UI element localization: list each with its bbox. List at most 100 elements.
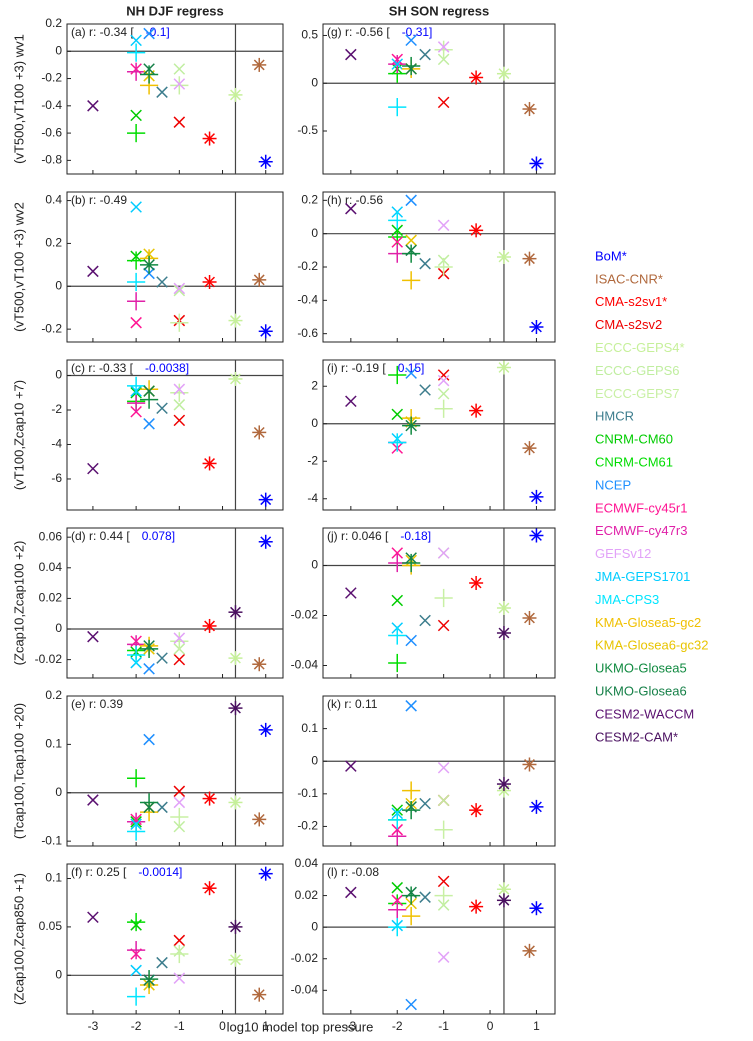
- marker-stroke: [405, 998, 417, 1011]
- y-tick-label: 0.2: [45, 688, 62, 702]
- y-tick-label: -0.4: [41, 98, 62, 112]
- marker-stroke: [156, 956, 168, 969]
- data-point: [388, 98, 407, 117]
- data-point: [202, 275, 217, 289]
- y-tick-label: -0.02: [291, 951, 319, 965]
- data-point: [143, 259, 155, 271]
- marker-stroke: [345, 48, 357, 61]
- column-title: SH SON regress: [389, 3, 489, 18]
- data-point: [469, 223, 484, 238]
- data-point: [143, 418, 155, 430]
- marker-stroke: [143, 259, 155, 271]
- data-point: [170, 383, 189, 402]
- data-point: [127, 941, 146, 960]
- marker-stroke: [405, 34, 417, 47]
- legend-entry: BoM*: [595, 248, 627, 263]
- data-point: [130, 109, 142, 122]
- data-point: [127, 62, 146, 81]
- data-point: [402, 553, 421, 573]
- data-point: [405, 194, 417, 207]
- data-point: [156, 276, 168, 288]
- marker-stroke: [143, 63, 155, 75]
- y-axis-label: (vT500,vT100 +3) wv1: [11, 34, 26, 164]
- y-tick-label: -0.5: [297, 123, 318, 137]
- marker-stroke: [87, 630, 99, 643]
- data-point: [228, 87, 243, 102]
- legend-entry: NCEP: [595, 477, 631, 492]
- column-title: NH DJF regress: [126, 3, 224, 18]
- marker-stroke: [405, 700, 417, 712]
- marker-stroke: [87, 265, 99, 278]
- data-point: [228, 795, 243, 810]
- y-tick-label: 0.2: [45, 236, 62, 250]
- data-point: [127, 769, 146, 788]
- data-point: [529, 489, 544, 504]
- legend-entry: KMA-Glosea5-gc2: [595, 615, 701, 630]
- data-point: [529, 901, 544, 916]
- data-point: [469, 899, 484, 914]
- legend-entry: ECCC-GEPS7: [595, 386, 680, 401]
- marker-stroke: [87, 911, 99, 924]
- data-point: [405, 998, 417, 1011]
- y-tick-label: 0: [311, 75, 318, 89]
- data-point: [388, 626, 407, 645]
- y-tick-label: -6: [51, 471, 62, 485]
- data-point: [258, 154, 273, 169]
- marker-stroke: [405, 194, 417, 207]
- panel-frame: [322, 863, 556, 1015]
- legend-entry: CNRM-CM60: [595, 432, 673, 447]
- data-point: [228, 701, 243, 716]
- data-point: [143, 63, 155, 75]
- data-point: [173, 820, 186, 833]
- data-point: [469, 803, 484, 818]
- data-point: [437, 951, 450, 963]
- marker-stroke: [437, 41, 450, 53]
- marker-stroke: [173, 63, 186, 75]
- y-tick-label: -2: [51, 402, 62, 416]
- data-point: [402, 56, 421, 76]
- y-tick-label: 0: [311, 753, 318, 767]
- data-point: [437, 794, 450, 807]
- data-point: [87, 794, 99, 806]
- marker-stroke: [437, 761, 450, 774]
- y-tick-label: -0.2: [297, 259, 318, 273]
- data-point: [143, 385, 155, 397]
- panel-bracket: -0.18]: [400, 529, 431, 543]
- data-point: [143, 27, 155, 40]
- data-point: [252, 657, 267, 672]
- marker-stroke: [156, 402, 168, 415]
- y-tick-label: 0.1: [45, 737, 62, 751]
- marker-stroke: [419, 384, 431, 396]
- marker-stroke: [419, 891, 431, 903]
- data-point: [258, 324, 273, 339]
- data-point: [405, 700, 417, 712]
- marker-stroke: [391, 594, 404, 607]
- data-point: [202, 456, 217, 471]
- x-tick-label: -2: [392, 1019, 403, 1033]
- panel-label: (a) r: -0.34 [: [71, 25, 134, 39]
- panel-label: (b) r: -0.49: [71, 193, 127, 207]
- x-tick-label: -1: [438, 1019, 449, 1033]
- data-point: [496, 601, 511, 615]
- data-point: [402, 244, 421, 263]
- data-point: [437, 899, 450, 911]
- data-point: [173, 78, 186, 90]
- y-tick-label: -4: [51, 437, 62, 451]
- data-point: [139, 390, 159, 409]
- data-point: [402, 271, 421, 290]
- panel-bracket: -0.31]: [402, 25, 433, 39]
- marker-stroke: [391, 547, 404, 559]
- data-point: [388, 810, 407, 830]
- data-point: [419, 797, 431, 810]
- data-point: [437, 619, 450, 632]
- data-point: [496, 66, 511, 81]
- y-tick-label: 0.04: [295, 856, 319, 870]
- data-point: [496, 626, 511, 640]
- data-point: [258, 722, 273, 737]
- marker-stroke: [143, 663, 155, 675]
- y-tick-label: -0.2: [41, 71, 62, 85]
- data-point: [228, 952, 243, 967]
- marker-stroke: [437, 619, 450, 632]
- data-point: [143, 974, 155, 986]
- marker-stroke: [437, 96, 450, 109]
